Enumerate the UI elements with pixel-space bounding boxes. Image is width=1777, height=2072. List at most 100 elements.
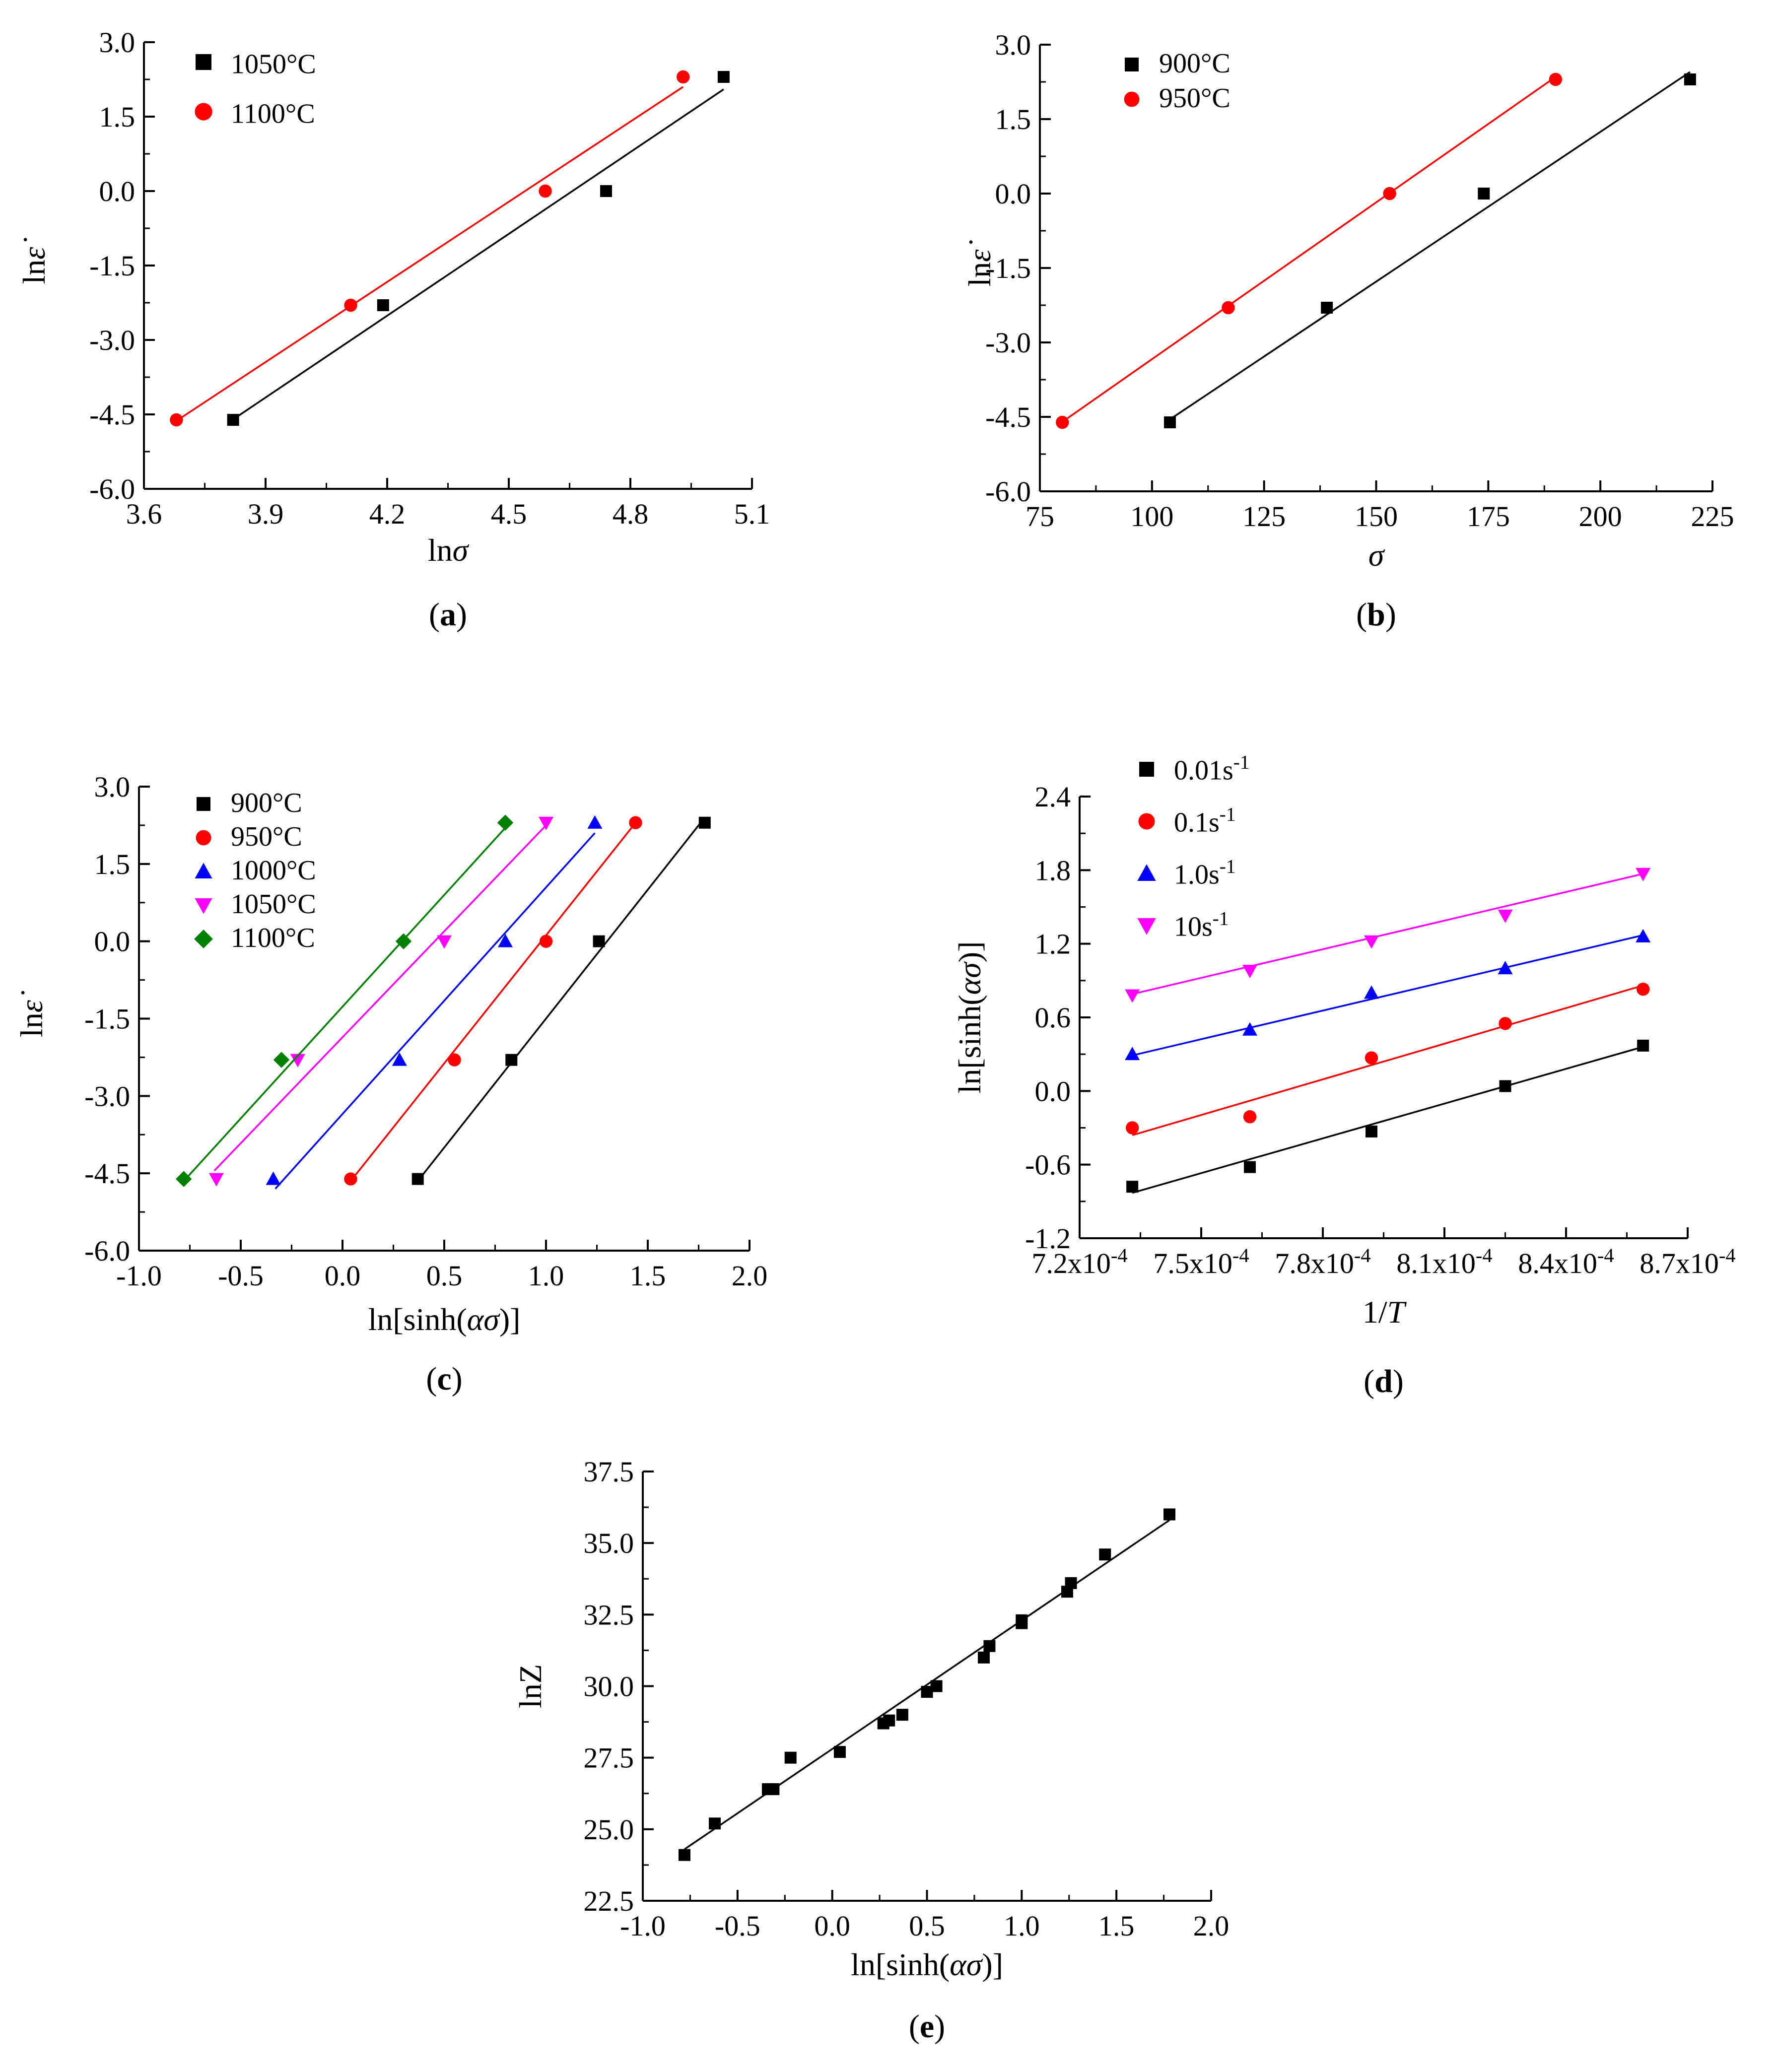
x-tick-label: 8.1x10-4 — [1396, 1244, 1492, 1279]
data-point-0-1 — [1244, 1161, 1256, 1173]
y-tick-label: 0.0 — [94, 926, 131, 958]
data-point-1-0 — [344, 1172, 357, 1186]
data-point-3-1 — [1242, 965, 1257, 979]
data-point-0-18 — [1163, 1508, 1176, 1521]
legend-marker-1 — [1124, 91, 1140, 107]
x-tick-label: 3.9 — [248, 498, 284, 530]
data-point-1-2 — [539, 935, 553, 948]
data-point-2-0 — [266, 1171, 281, 1185]
x-tick-label: -1.0 — [116, 1260, 162, 1292]
data-point-0-4 — [784, 1751, 797, 1764]
y-tick-label: -1.5 — [985, 252, 1031, 284]
y-tick-label: 0.6 — [1035, 1002, 1071, 1034]
data-point-0-11 — [978, 1651, 990, 1664]
data-point-3-3 — [1498, 909, 1513, 923]
fit-line-4 — [183, 827, 506, 1182]
data-point-0-17 — [1099, 1548, 1111, 1561]
x-tick-label: 7.8x10-4 — [1275, 1244, 1370, 1279]
data-point-0-3 — [767, 1783, 780, 1796]
x-tick-label: 75 — [1025, 500, 1054, 533]
y-tick-label: -1.5 — [84, 1003, 130, 1035]
data-point-1-0 — [1125, 1121, 1139, 1135]
panel-b: -6.0 -4.5 -3.0 -1.5 0.0 1.5 3.0 75 100 125 150 175 2… — [962, 29, 1734, 633]
y-tick-label: 1.2 — [1035, 928, 1071, 960]
legend-label-0: 1050°C — [231, 49, 316, 79]
data-point-2-0 — [1125, 1047, 1140, 1061]
panel-label: (a) — [429, 597, 467, 633]
x-tick-label: 1.0 — [528, 1260, 564, 1292]
fit-line-1 — [1062, 76, 1556, 423]
data-point-1-3 — [676, 70, 690, 84]
data-point-2-4 — [1636, 929, 1651, 942]
y-tick-label: 30.0 — [584, 1671, 634, 1703]
x-tick-label: 1.0 — [1004, 1910, 1040, 1942]
x-tick-label: -0.5 — [715, 1910, 760, 1942]
legend-marker-2 — [195, 863, 212, 878]
data-point-1-4 — [1636, 982, 1650, 996]
legend-marker-0 — [1139, 762, 1154, 777]
y-tick-label: 3.0 — [94, 771, 131, 803]
legend-label-1: 950°C — [231, 821, 302, 852]
data-point-1-1 — [344, 298, 357, 312]
fit-line-3 — [1132, 873, 1643, 995]
legend-marker-3 — [1137, 918, 1156, 935]
y-tick-label: -6.0 — [89, 473, 135, 505]
y-tick-label: 1.8 — [1035, 854, 1071, 886]
panel-label: (e) — [909, 2008, 945, 2045]
x-tick-label: 100 — [1130, 500, 1173, 533]
data-point-0-2 — [1478, 188, 1490, 200]
data-point-1-1 — [1222, 301, 1235, 315]
legend-label-0: 900°C — [1159, 48, 1230, 79]
data-point-3-1 — [290, 1054, 305, 1068]
data-point-0-14 — [1016, 1614, 1028, 1626]
x-tick-label: 0.5 — [426, 1260, 463, 1292]
x-tick-label: 0.0 — [814, 1910, 850, 1942]
fit-line-1 — [176, 86, 684, 422]
y-tick-label: 0.0 — [99, 175, 136, 207]
data-point-1-0 — [1055, 415, 1069, 429]
x-tick-label: -0.5 — [218, 1260, 264, 1292]
x-tick-label: 175 — [1467, 500, 1510, 533]
data-point-3-0 — [208, 1173, 224, 1187]
x-tick-label: 8.7x10-4 — [1640, 1244, 1735, 1279]
data-point-0-3 — [717, 71, 730, 83]
data-point-0-1 — [377, 299, 389, 311]
y-tick-label: 37.5 — [584, 1456, 634, 1488]
x-tick-label: 0.0 — [325, 1260, 361, 1292]
x-axis-label: 1/T — [1363, 1294, 1407, 1330]
data-point-0-2 — [593, 935, 605, 947]
data-point-1-1 — [448, 1053, 461, 1067]
y-tick-label: 35.0 — [584, 1527, 634, 1559]
legend-marker-0 — [1125, 58, 1139, 71]
fit-line-3 — [213, 824, 547, 1172]
data-point-0-3 — [698, 816, 711, 829]
y-axis-label: lnZ — [513, 1664, 548, 1708]
data-point-0-0 — [678, 1849, 690, 1861]
panel-label: (c) — [426, 1361, 462, 1397]
x-tick-label: 2.0 — [732, 1260, 768, 1292]
data-point-0-2 — [600, 185, 612, 197]
data-point-0-8 — [896, 1709, 908, 1721]
x-tick-label: 0.5 — [909, 1910, 945, 1942]
data-point-0-1 — [505, 1054, 518, 1066]
data-point-1-3 — [1499, 1017, 1512, 1030]
x-tick-label: 3.6 — [126, 498, 162, 530]
x-tick-label: 7.2x10-4 — [1031, 1244, 1127, 1279]
data-point-1-1 — [1243, 1110, 1257, 1124]
x-tick-label: 8.4x10-4 — [1518, 1244, 1614, 1279]
data-point-2-3 — [587, 815, 603, 829]
y-tick-label: 1.5 — [99, 101, 136, 133]
y-tick-label: -6.0 — [985, 475, 1031, 508]
panel-label: (b) — [1356, 597, 1396, 633]
data-point-4-2 — [395, 933, 412, 949]
y-tick-label: 32.5 — [584, 1599, 634, 1631]
x-tick-label: 5.1 — [734, 498, 770, 530]
panel-label: (d) — [1364, 1363, 1404, 1400]
fit-line-0 — [1132, 1046, 1643, 1194]
data-point-2-2 — [498, 934, 513, 947]
data-point-3-3 — [539, 816, 553, 830]
x-tick-label: 4.2 — [369, 498, 406, 530]
legend-marker-1 — [196, 830, 211, 846]
legend-label-0: 900°C — [231, 788, 302, 818]
